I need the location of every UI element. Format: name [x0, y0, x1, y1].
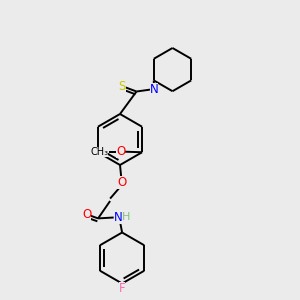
Text: CH₃: CH₃ — [90, 147, 109, 157]
Text: S: S — [118, 80, 126, 93]
Text: N: N — [114, 211, 123, 224]
Text: O: O — [82, 208, 91, 221]
Text: H: H — [122, 212, 130, 222]
Text: F: F — [119, 282, 125, 296]
Text: N: N — [149, 82, 158, 96]
Text: O: O — [116, 145, 125, 158]
Text: O: O — [117, 176, 126, 189]
